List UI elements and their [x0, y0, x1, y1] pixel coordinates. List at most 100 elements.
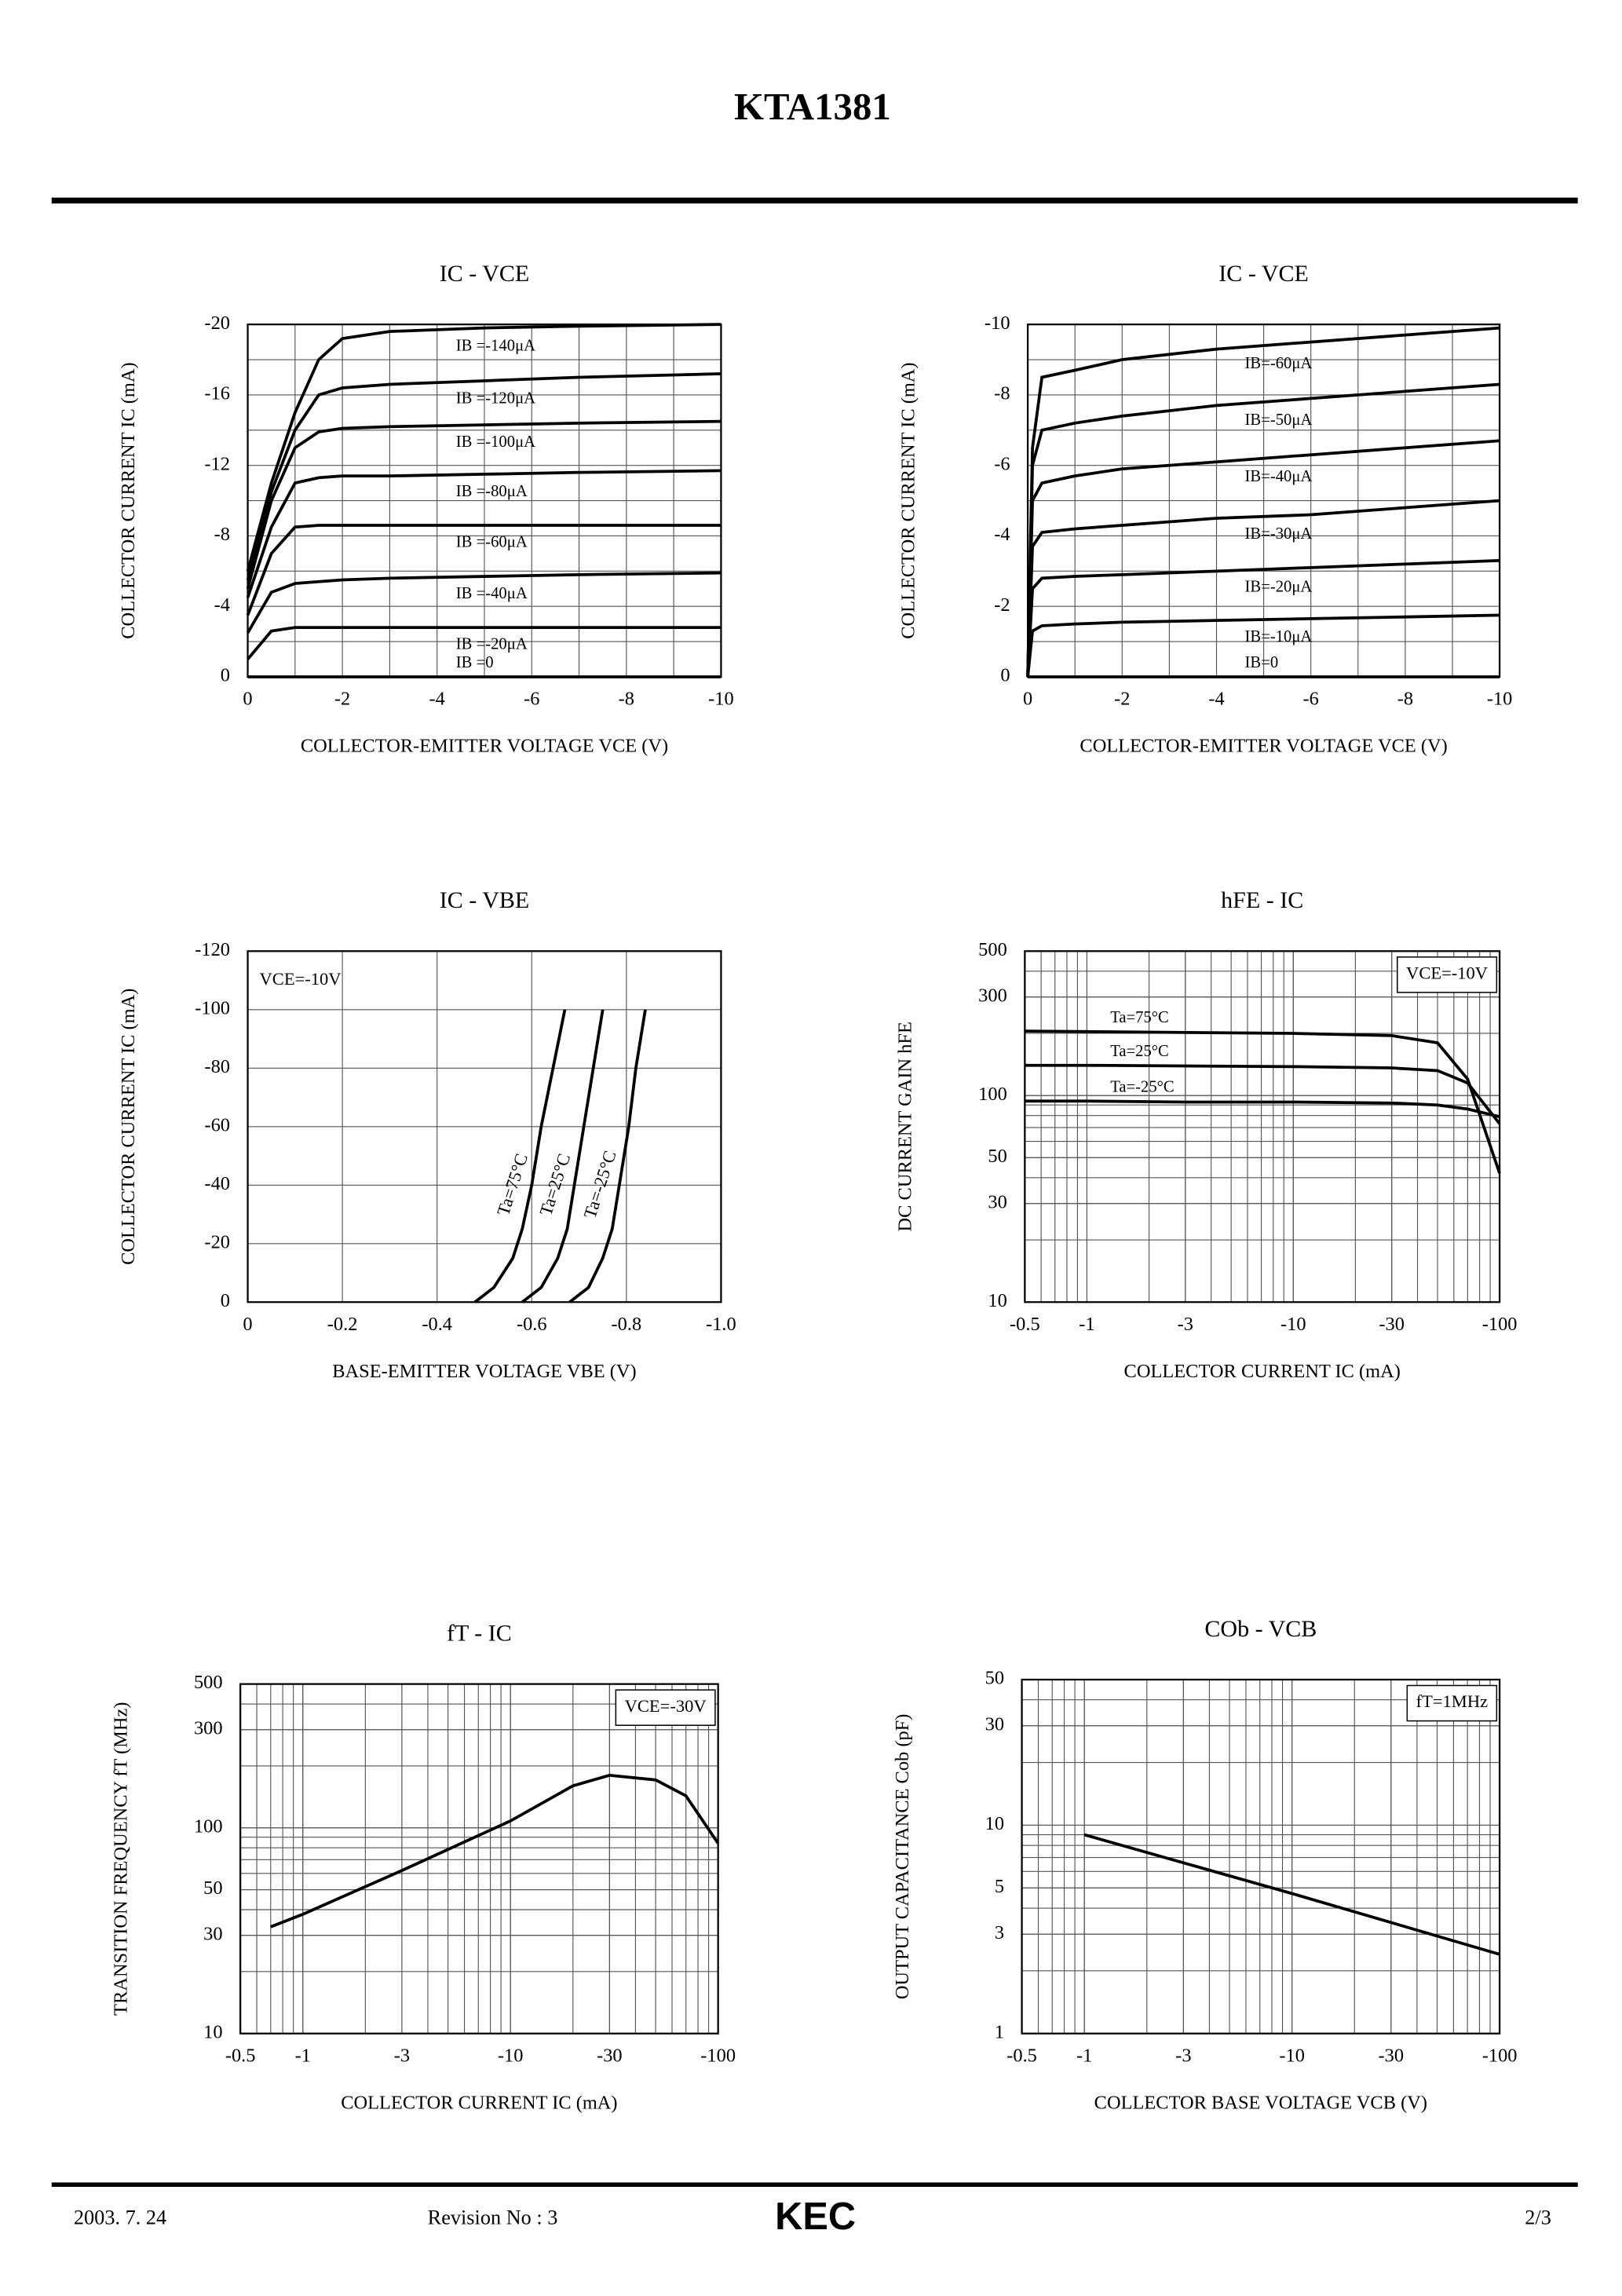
y-tick-label: 300	[978, 985, 1007, 1006]
x-tick-label: -2	[1114, 689, 1130, 710]
annotation-box	[1406, 1684, 1498, 1722]
y-tick-label: 50	[203, 1877, 222, 1899]
curve	[1025, 1029, 1501, 1174]
plot-frame	[247, 950, 722, 1303]
y-tick-label: -2	[994, 594, 1010, 616]
curve-label: IB=-10μA	[1245, 628, 1313, 645]
chart-title: hFE - IC	[1221, 887, 1303, 913]
x-tick-label: -8	[619, 689, 634, 710]
x-tick-label: -4	[429, 689, 445, 710]
x-tick-label: -10	[498, 2045, 524, 2066]
y-tick-label: 0	[1000, 665, 1010, 686]
x-axis-label: COLLECTOR CURRENT IC (mA)	[1124, 1361, 1401, 1382]
y-tick-label: 300	[194, 1717, 223, 1738]
annotation-box	[1397, 956, 1498, 993]
curve-label: IB=0	[1245, 654, 1279, 671]
curve-label: Ta=75°C	[1110, 1009, 1169, 1026]
x-axis-label: BASE-EMITTER VOLTAGE VBE (V)	[332, 1361, 636, 1382]
y-tick-label: 3	[995, 1922, 1004, 1943]
y-tick-label: -4	[994, 524, 1010, 545]
x-tick-label: -30	[1379, 2045, 1405, 2066]
y-tick-label: 1	[995, 2021, 1004, 2042]
chart-title: IC - VBE	[440, 887, 530, 913]
y-tick-label: 10	[988, 1290, 1006, 1311]
curve	[1025, 1063, 1501, 1125]
x-tick-label: -0.5	[1010, 1314, 1040, 1335]
x-tick-label: -100	[700, 2045, 736, 2066]
plot-frame	[1021, 1678, 1501, 2035]
chart-title: fT - IC	[447, 1621, 512, 1647]
annotation: fT=1MHz	[1416, 1691, 1488, 1711]
y-axis-label: COLLECTOR CURRENT IC (mA)	[118, 989, 139, 1265]
curve	[246, 419, 721, 590]
y-tick-label: -12	[204, 453, 230, 474]
x-tick-label: -1	[1076, 2045, 1092, 2066]
y-tick-label: -120	[195, 939, 230, 960]
y-axis-label: OUTPUT CAPACITANCE Cob (pF)	[892, 1714, 913, 1999]
x-axis-label: COLLECTOR-EMITTER VOLTAGE VCE (V)	[1080, 736, 1447, 757]
x-tick-label: -8	[1397, 689, 1413, 710]
x-tick-label: -1	[295, 2045, 311, 2066]
curve-label: IB =-80μA	[456, 483, 528, 500]
footer-page: 2/3	[1525, 2206, 1551, 2228]
y-tick-label: 10	[985, 1813, 1004, 1834]
y-tick-label: 5	[995, 1876, 1004, 1897]
x-tick-label: -3	[394, 2045, 410, 2066]
chart-title: COb - VCB	[1204, 1616, 1317, 1642]
x-tick-label: -0.4	[422, 1314, 452, 1335]
annotation: VCE=-10V	[1406, 963, 1488, 983]
y-axis-label: DC CURRENT GAIN hFE	[895, 1022, 916, 1231]
curve-label: Ta=25°C	[1110, 1043, 1169, 1060]
x-axis-label: COLLECTOR CURRENT IC (mA)	[341, 2092, 617, 2113]
curve	[1026, 499, 1500, 678]
x-tick-label: -0.8	[612, 1314, 642, 1335]
curve	[1026, 558, 1500, 678]
x-axis-label: COLLECTOR BASE VOLTAGE VCB (V)	[1094, 2092, 1427, 2113]
annotation: VCE=-30V	[625, 1696, 707, 1716]
annotation-box	[615, 1689, 716, 1726]
x-tick-label: -0.2	[327, 1314, 358, 1335]
y-tick-label: -8	[994, 383, 1010, 404]
y-tick-label: 50	[985, 1668, 1004, 1689]
x-tick-label: -0.5	[225, 2045, 256, 2066]
x-axis-label: COLLECTOR-EMITTER VOLTAGE VCE (V)	[301, 736, 668, 757]
curve-label: IB=-60μA	[1245, 355, 1313, 372]
y-tick-label: -20	[204, 313, 230, 334]
page-title: KTA1381	[734, 85, 891, 128]
x-tick-label: -3	[1178, 1314, 1193, 1335]
x-tick-label: 0	[1023, 689, 1032, 710]
y-tick-label: 500	[194, 1672, 223, 1693]
x-tick-label: 0	[243, 1314, 252, 1335]
x-tick-label: -0.6	[517, 1314, 547, 1335]
footer-date: 2003. 7. 24	[74, 2206, 166, 2228]
curve	[270, 1773, 720, 1929]
curve-label: IB =-20μA	[456, 635, 528, 653]
curve-label: Ta=25°C	[535, 1151, 574, 1218]
curve-label: Ta=-25°C	[1110, 1078, 1174, 1095]
y-tick-label: -20	[204, 1231, 230, 1252]
y-tick-label: 30	[985, 1713, 1004, 1735]
curve-label: IB=-50μA	[1245, 411, 1313, 429]
y-axis-label: TRANSITION FREQUENCY fT (MHz)	[110, 1702, 131, 2016]
x-tick-label: -100	[1482, 1314, 1518, 1335]
x-tick-label: -10	[1279, 2045, 1305, 2066]
y-tick-label: -40	[204, 1173, 230, 1194]
x-tick-label: 0	[243, 689, 252, 710]
x-tick-label: -10	[1487, 689, 1513, 710]
curve	[1026, 382, 1500, 678]
curve	[246, 323, 721, 572]
footer-revision: Revision No : 3	[428, 2206, 558, 2228]
footer-logo: KEC	[775, 2195, 856, 2238]
curve-label: IB =-60μA	[456, 533, 528, 550]
y-tick-label: 100	[194, 1815, 223, 1837]
y-tick-label: 30	[988, 1191, 1006, 1212]
curve	[246, 524, 721, 616]
curve-label: IB =-120μA	[456, 390, 535, 408]
curve-label: IB=-40μA	[1245, 468, 1313, 485]
y-tick-label: 0	[221, 665, 230, 686]
curve	[568, 1009, 647, 1303]
curve-label: IB =-140μA	[456, 337, 535, 354]
curve-label: IB=-30μA	[1245, 525, 1313, 543]
chart-title: IC - VCE	[440, 261, 530, 287]
